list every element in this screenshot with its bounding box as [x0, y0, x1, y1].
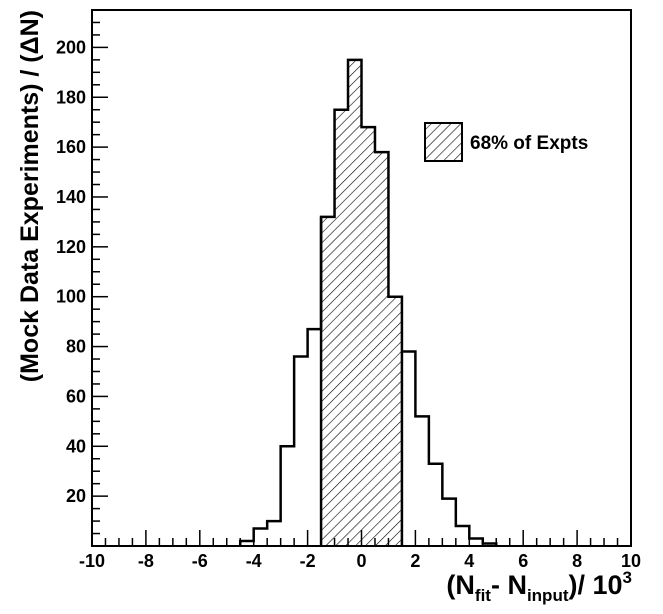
x-axis-title-prefix: (N [446, 570, 475, 600]
histogram-bar-5 [308, 329, 321, 546]
hatched-bar-9 [361, 127, 375, 547]
histogram-bar-16 [456, 526, 469, 546]
x-tick-label: 2 [410, 551, 420, 571]
y-tick-label: 200 [56, 37, 86, 57]
y-tick-label: 160 [56, 137, 86, 157]
y-tick-label: 80 [66, 337, 86, 357]
histogram-bar-2 [267, 521, 280, 546]
histogram-bar-13 [415, 416, 428, 546]
y-tick-labels: 20 40 60 80 100 120 140 160 180 200 [56, 37, 86, 506]
legend-label: 68% of Expts [470, 133, 588, 154]
x-axis-title-suffix: )/ 10 [569, 570, 623, 600]
x-tick-label: 4 [464, 551, 474, 571]
hatched-bar-7 [334, 109, 349, 546]
histogram-bar-1 [254, 529, 267, 546]
y-tick-label: 100 [56, 287, 86, 307]
y-tick-label: 140 [56, 187, 86, 207]
hatched-bar-10 [374, 152, 389, 546]
histogram-outline [238, 58, 498, 546]
x-tick-label: -6 [192, 551, 208, 571]
histogram-bar-15 [442, 499, 455, 546]
axis-ticks [91, 9, 632, 547]
x-axis-title-sub-fit: fit [475, 586, 491, 605]
x-tick-label: -4 [246, 551, 262, 571]
histogram-bar-14 [429, 464, 442, 546]
y-tick-label: 40 [66, 436, 86, 456]
x-tick-label: 8 [572, 551, 582, 571]
histogram-bar-3 [281, 446, 294, 546]
histogram-bar-12 [402, 352, 415, 546]
legend-swatch [424, 122, 463, 162]
x-tick-labels: -10 -8 -6 -4 -2 0 2 4 6 8 10 [79, 551, 641, 571]
histogram-bar-4 [294, 357, 307, 546]
x-axis-title-sup: 3 [623, 568, 632, 587]
legend: 68% of Expts [424, 122, 588, 162]
y-tick-label: 120 [56, 237, 86, 257]
histogram-step-line [238, 58, 498, 546]
hatched-bar-6 [321, 216, 335, 546]
x-tick-label: 10 [621, 551, 641, 571]
y-axis-title: (Mock Data Experiments) / (ΔN) [16, 10, 44, 382]
x-axis-title-sub-input: input [527, 586, 569, 605]
x-tick-label: -10 [79, 551, 105, 571]
x-axis-title: (Nfit- Ninput)/ 103 [446, 568, 632, 605]
y-tick-label: 20 [66, 486, 86, 506]
hatched-bar-11 [388, 296, 402, 546]
y-tick-label: 60 [66, 386, 86, 406]
x-axis-title-mid: - N [491, 570, 527, 600]
x-tick-label: 0 [356, 551, 366, 571]
x-tick-label: -2 [300, 551, 316, 571]
x-tick-label: 6 [518, 551, 528, 571]
x-tick-label: -8 [138, 551, 154, 571]
y-tick-label: 180 [56, 87, 86, 107]
hatched-bar-8 [348, 59, 362, 546]
shaded-region [321, 59, 402, 547]
